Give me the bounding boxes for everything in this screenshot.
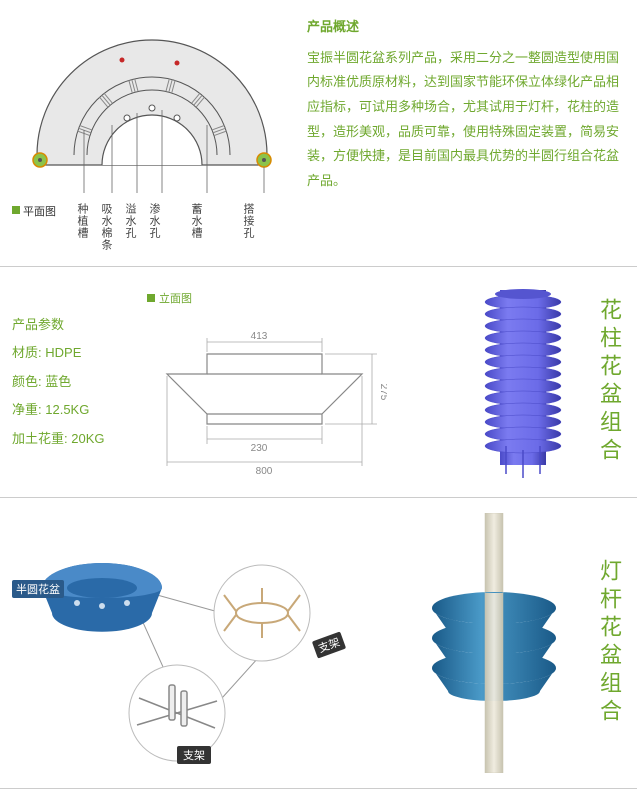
column-render (468, 282, 578, 482)
spec-row: 净重: 12.5KG (12, 396, 132, 425)
callout-3: 渗水孔 (146, 203, 162, 251)
overview-text: 产品概述 宝振半圆花盆系列产品，采用二分之一整圆造型使用国内标准优质原材料，达到… (307, 15, 625, 194)
svg-text:半圆花盆: 半圆花盆 (16, 582, 60, 596)
column-title: 花柱花盆组合 (593, 298, 625, 466)
callout-1: 吸水棉条 (98, 203, 114, 251)
svg-text:230: 230 (251, 443, 268, 454)
lamp-render (408, 513, 578, 773)
elev-label: 立面图 (159, 290, 192, 306)
spec-row: 加土花重: 20KG (12, 425, 132, 454)
lamp-title: 灯杆花盆组合 (593, 559, 625, 727)
section-overview: 平面图 种植槽 吸水棉条 溢水孔 渗水孔 蓄水槽 搭接孔 产品概述 宝振半圆花盆… (0, 0, 637, 267)
plan-label: 平面图 (23, 203, 56, 219)
plan-labels: 平面图 种植槽 吸水棉条 溢水孔 渗水孔 蓄水槽 搭接孔 (12, 203, 292, 251)
specs-title: 产品参数 (12, 311, 132, 340)
svg-text:800: 800 (256, 466, 273, 474)
svg-text:413: 413 (251, 331, 268, 342)
svg-text:275: 275 (378, 384, 387, 401)
specs-block: 产品参数 材质: HDPE 颜色: 蓝色 净重: 12.5KG 加土花重: 20… (12, 311, 132, 454)
callout-5: 搭接孔 (240, 203, 256, 251)
callout-4: 蓄水槽 (188, 203, 204, 251)
overview-title: 产品概述 (307, 15, 625, 40)
callout-2: 溢水孔 (122, 203, 138, 251)
spec-row: 颜色: 蓝色 (12, 368, 132, 397)
svg-text:支架: 支架 (183, 749, 205, 762)
elevation-diagram: 立面图 413 275 (147, 290, 453, 474)
spec-row: 材质: HDPE (12, 339, 132, 368)
section-specs: 产品参数 材质: HDPE 颜色: 蓝色 净重: 12.5KG 加土花重: 20… (0, 267, 637, 498)
overview-body: 宝振半圆花盆系列产品，采用二分之一整圆造型使用国内标准优质原材料，达到国家节能环… (307, 46, 625, 194)
section-lamp-post: 半圆花盆 支架 支架 (0, 498, 637, 789)
callout-0: 种植槽 (74, 203, 90, 251)
assembly-diagram: 半圆花盆 支架 支架 (12, 518, 393, 768)
plan-view-diagram: 平面图 种植槽 吸水棉条 溢水孔 渗水孔 蓄水槽 搭接孔 (12, 15, 292, 251)
